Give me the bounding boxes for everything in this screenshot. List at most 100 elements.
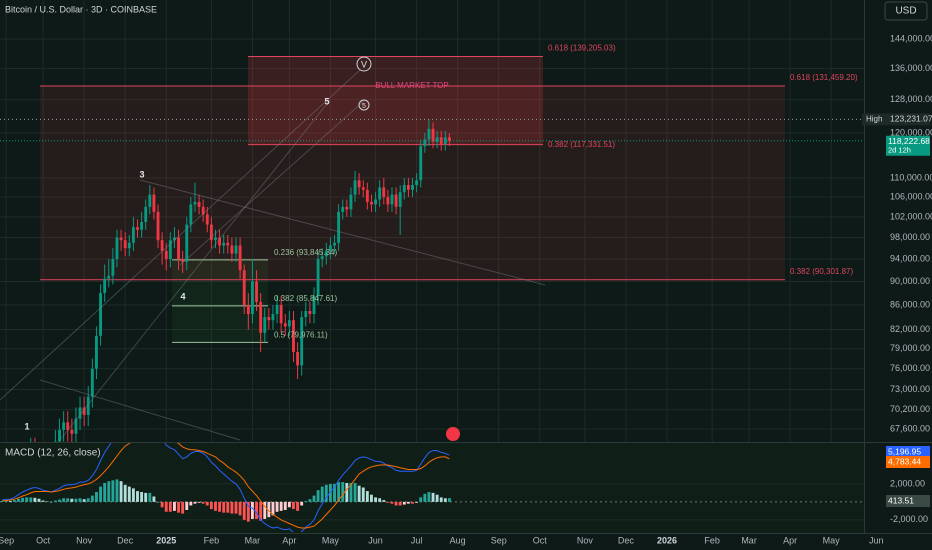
histogram-bar xyxy=(218,501,222,512)
candle-body xyxy=(127,242,131,249)
histogram-bar xyxy=(74,498,78,502)
x-tick-label: Nov xyxy=(577,535,594,545)
candle-body xyxy=(82,407,86,415)
candle-body xyxy=(435,137,439,142)
wave-label: 4 xyxy=(180,291,185,301)
fib-label: 0.618 (131,459.20) xyxy=(790,73,858,82)
histogram-bar xyxy=(17,498,20,502)
candle-body xyxy=(255,281,258,302)
wave-label: 5 xyxy=(324,96,329,106)
candle-body xyxy=(119,237,123,241)
histogram-bar xyxy=(107,481,111,502)
x-tick-label: Apr xyxy=(282,535,296,545)
main-pane xyxy=(0,0,864,442)
candle-body xyxy=(201,206,205,215)
series-value-box xyxy=(886,446,930,458)
candle-body xyxy=(382,187,386,198)
currency-button[interactable] xyxy=(884,1,928,21)
candle-body xyxy=(341,206,345,212)
histogram-bar xyxy=(312,495,316,502)
macd-plot xyxy=(0,443,864,532)
histogram-bar xyxy=(250,501,254,519)
x-tick-label: Oct xyxy=(36,535,51,545)
histogram-bar xyxy=(156,501,160,503)
histogram-bar xyxy=(353,483,357,502)
candle-body xyxy=(443,137,447,144)
histogram-bar xyxy=(308,499,312,502)
fib-label: 0.382 (90,301.87) xyxy=(790,267,853,276)
histogram-bar xyxy=(222,501,226,513)
x-tick-label: Dec xyxy=(117,535,134,545)
x-tick-label: 2025 xyxy=(156,535,176,545)
histogram-bar xyxy=(0,500,4,502)
candle-body xyxy=(287,320,291,327)
y-tick-label: 70,200.00 xyxy=(890,404,930,414)
candle-body xyxy=(90,368,94,397)
histogram-bar xyxy=(263,501,267,519)
candle-body xyxy=(152,194,156,212)
currency[interactable]: USD xyxy=(895,6,916,17)
candle-body xyxy=(271,314,275,321)
histogram-bar xyxy=(173,501,176,511)
event-icon[interactable] xyxy=(446,427,460,441)
zone-label: BULL MARKET TOP xyxy=(375,81,449,90)
candle-body xyxy=(136,227,139,230)
circled-label: V xyxy=(361,59,367,69)
histogram-bar xyxy=(324,484,328,502)
x-tick-label: Sep xyxy=(0,535,14,545)
symbol-title: Bitcoin / U.S. Dollar · 3D · COINBASE xyxy=(5,4,157,14)
candle-body xyxy=(263,317,267,333)
candle-body xyxy=(357,180,361,188)
histogram-bar xyxy=(394,501,398,506)
series-value-box xyxy=(886,495,930,507)
x-tick-label: Aug xyxy=(450,535,466,545)
histogram-bar xyxy=(152,496,156,502)
candle-body xyxy=(185,224,189,262)
candle-body xyxy=(415,180,419,186)
histogram-bar xyxy=(62,498,66,502)
candle-body xyxy=(300,317,304,366)
histogram-bar xyxy=(99,486,102,502)
histogram-bar xyxy=(415,501,419,503)
wave-label: 3 xyxy=(139,169,144,179)
candle-body xyxy=(53,441,57,442)
candle-body xyxy=(181,259,185,262)
candle-body xyxy=(62,422,66,430)
candle-body xyxy=(111,259,115,276)
y-tick-label: 76,000.00 xyxy=(890,363,930,373)
histogram-bar xyxy=(164,501,168,512)
candle-body xyxy=(214,237,217,241)
histogram-bar xyxy=(214,501,217,511)
histogram-bar xyxy=(140,491,144,502)
candle-body xyxy=(353,180,357,195)
histogram-bar xyxy=(316,490,320,502)
candle-body xyxy=(365,189,369,202)
candle-body xyxy=(160,240,164,251)
histogram-bar xyxy=(402,501,406,505)
candle-body xyxy=(398,192,402,207)
histogram-bar xyxy=(193,501,197,504)
y-tick-label: 106,000.00 xyxy=(890,191,932,201)
candle-body xyxy=(279,304,283,324)
candle-body xyxy=(144,206,148,222)
histogram-bar xyxy=(37,498,41,502)
histogram-bar xyxy=(357,485,361,502)
histogram-bar xyxy=(423,493,427,502)
histogram-bar xyxy=(25,497,29,502)
candle-body xyxy=(238,245,242,271)
histogram-bar xyxy=(90,495,94,502)
candle-body xyxy=(337,211,341,243)
histogram-bar xyxy=(300,501,304,506)
histogram-bar xyxy=(41,500,45,502)
trend-line xyxy=(0,69,361,401)
macd-pane xyxy=(0,443,864,533)
histogram-bar xyxy=(33,497,37,502)
countdown: 2d 12h xyxy=(888,146,911,155)
histogram-bar xyxy=(82,499,86,502)
candle-body xyxy=(427,128,431,140)
histogram-bar xyxy=(320,486,324,502)
trend-drawings xyxy=(0,69,546,441)
x-tick-label: Feb xyxy=(204,535,220,545)
candle-body xyxy=(218,237,222,246)
